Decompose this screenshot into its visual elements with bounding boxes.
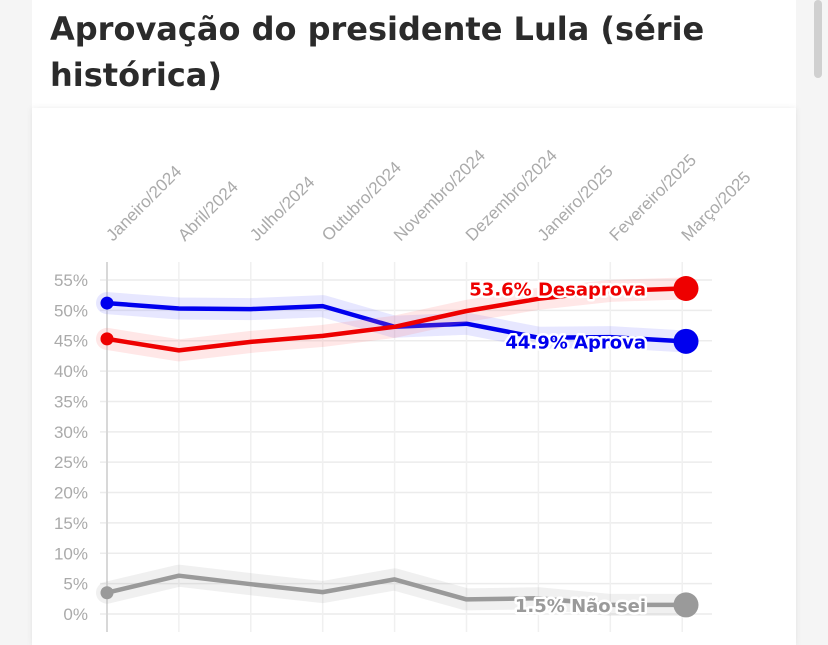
y-axis: 55% 50% 45% 40% 35% 30% 25% 20% 15% 10% 5% 0% xyxy=(54,271,88,624)
y-tick-label: 15% xyxy=(54,514,88,533)
series-start-point xyxy=(100,332,114,346)
series-end-label: 1.5% Não sei xyxy=(515,596,646,617)
series-end-point xyxy=(673,592,699,618)
series-end-point xyxy=(673,328,699,354)
y-tick-label: 30% xyxy=(54,423,88,442)
x-tick-label: Janeiro/2024 xyxy=(102,162,185,245)
series-end-label-halo: 53.6% Desaprova xyxy=(469,280,646,301)
series-layer xyxy=(96,276,699,618)
series-end-point xyxy=(673,276,699,302)
y-tick-label: 5% xyxy=(63,575,88,594)
series-start-point xyxy=(100,586,114,600)
series-line xyxy=(104,573,685,608)
y-tick-label: 50% xyxy=(54,301,88,320)
y-tick-label: 55% xyxy=(54,271,88,290)
x-tick-label: Março/2025 xyxy=(678,168,755,245)
chart-title: Aprovação do presidente Lula (série hist… xyxy=(50,10,705,94)
x-tick-label: Abril/2024 xyxy=(174,177,242,245)
y-tick-label: 40% xyxy=(54,362,88,381)
x-tick-label: Julho/2024 xyxy=(246,173,318,245)
scrollbar[interactable] xyxy=(814,0,822,78)
series-line xyxy=(104,286,685,353)
right-gutter xyxy=(796,0,828,645)
y-tick-label: 25% xyxy=(54,453,88,472)
y-tick-label: 35% xyxy=(54,392,88,411)
series-start-point xyxy=(100,296,114,310)
x-tick-label: Janeiro/2025 xyxy=(534,162,617,245)
chart-card xyxy=(32,108,796,645)
series-end-label-halo: 1.5% Não sei xyxy=(515,596,646,617)
left-gutter xyxy=(0,0,32,645)
y-tick-label: 45% xyxy=(54,332,88,351)
y-tick-label: 20% xyxy=(54,484,88,503)
series-end-label: 44.9% Aprova xyxy=(505,332,646,353)
series-end-label-halo: 44.9% Aprova xyxy=(505,332,646,353)
series-end-label: 53.6% Desaprova xyxy=(469,280,646,301)
y-tick-label: 0% xyxy=(63,605,88,624)
y-tick-label: 10% xyxy=(54,544,88,563)
